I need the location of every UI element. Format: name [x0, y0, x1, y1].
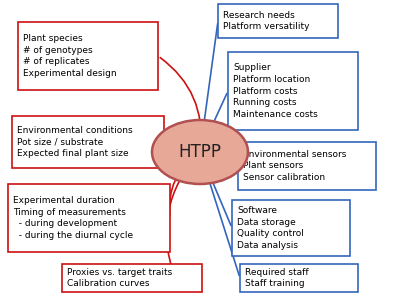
FancyBboxPatch shape: [232, 200, 350, 256]
FancyBboxPatch shape: [18, 22, 158, 90]
Text: Proxies vs. target traits
Calibration curves: Proxies vs. target traits Calibration cu…: [67, 268, 172, 288]
Text: Research needs
Platform versatility: Research needs Platform versatility: [223, 11, 310, 31]
Ellipse shape: [152, 120, 248, 184]
Text: HTPP: HTPP: [178, 143, 222, 161]
FancyBboxPatch shape: [12, 116, 164, 168]
Text: Environmental conditions
Pot size / substrate
Expected final plant size: Environmental conditions Pot size / subs…: [17, 126, 133, 158]
Text: Experimental duration
Timing of measurements
  - during development
  - during t: Experimental duration Timing of measurem…: [13, 196, 133, 240]
Text: Required staff
Staff training: Required staff Staff training: [245, 268, 309, 288]
Text: Software
Data storage
Quality control
Data analysis: Software Data storage Quality control Da…: [237, 206, 304, 250]
Text: Supplier
Platform location
Platform costs
Running costs
Maintenance costs: Supplier Platform location Platform cost…: [233, 63, 318, 119]
FancyBboxPatch shape: [238, 142, 376, 190]
FancyBboxPatch shape: [62, 264, 202, 292]
FancyBboxPatch shape: [218, 4, 338, 38]
FancyBboxPatch shape: [8, 184, 170, 252]
Text: Plant species
# of genotypes
# of replicates
Experimental design: Plant species # of genotypes # of replic…: [23, 34, 117, 78]
FancyBboxPatch shape: [240, 264, 358, 292]
FancyBboxPatch shape: [228, 52, 358, 130]
Text: Environmental sensors
Plant sensors
Sensor calibration: Environmental sensors Plant sensors Sens…: [243, 150, 346, 182]
